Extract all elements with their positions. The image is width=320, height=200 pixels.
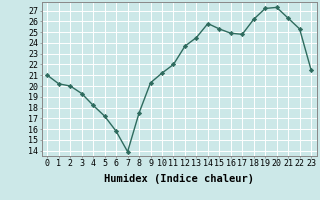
X-axis label: Humidex (Indice chaleur): Humidex (Indice chaleur) xyxy=(104,174,254,184)
